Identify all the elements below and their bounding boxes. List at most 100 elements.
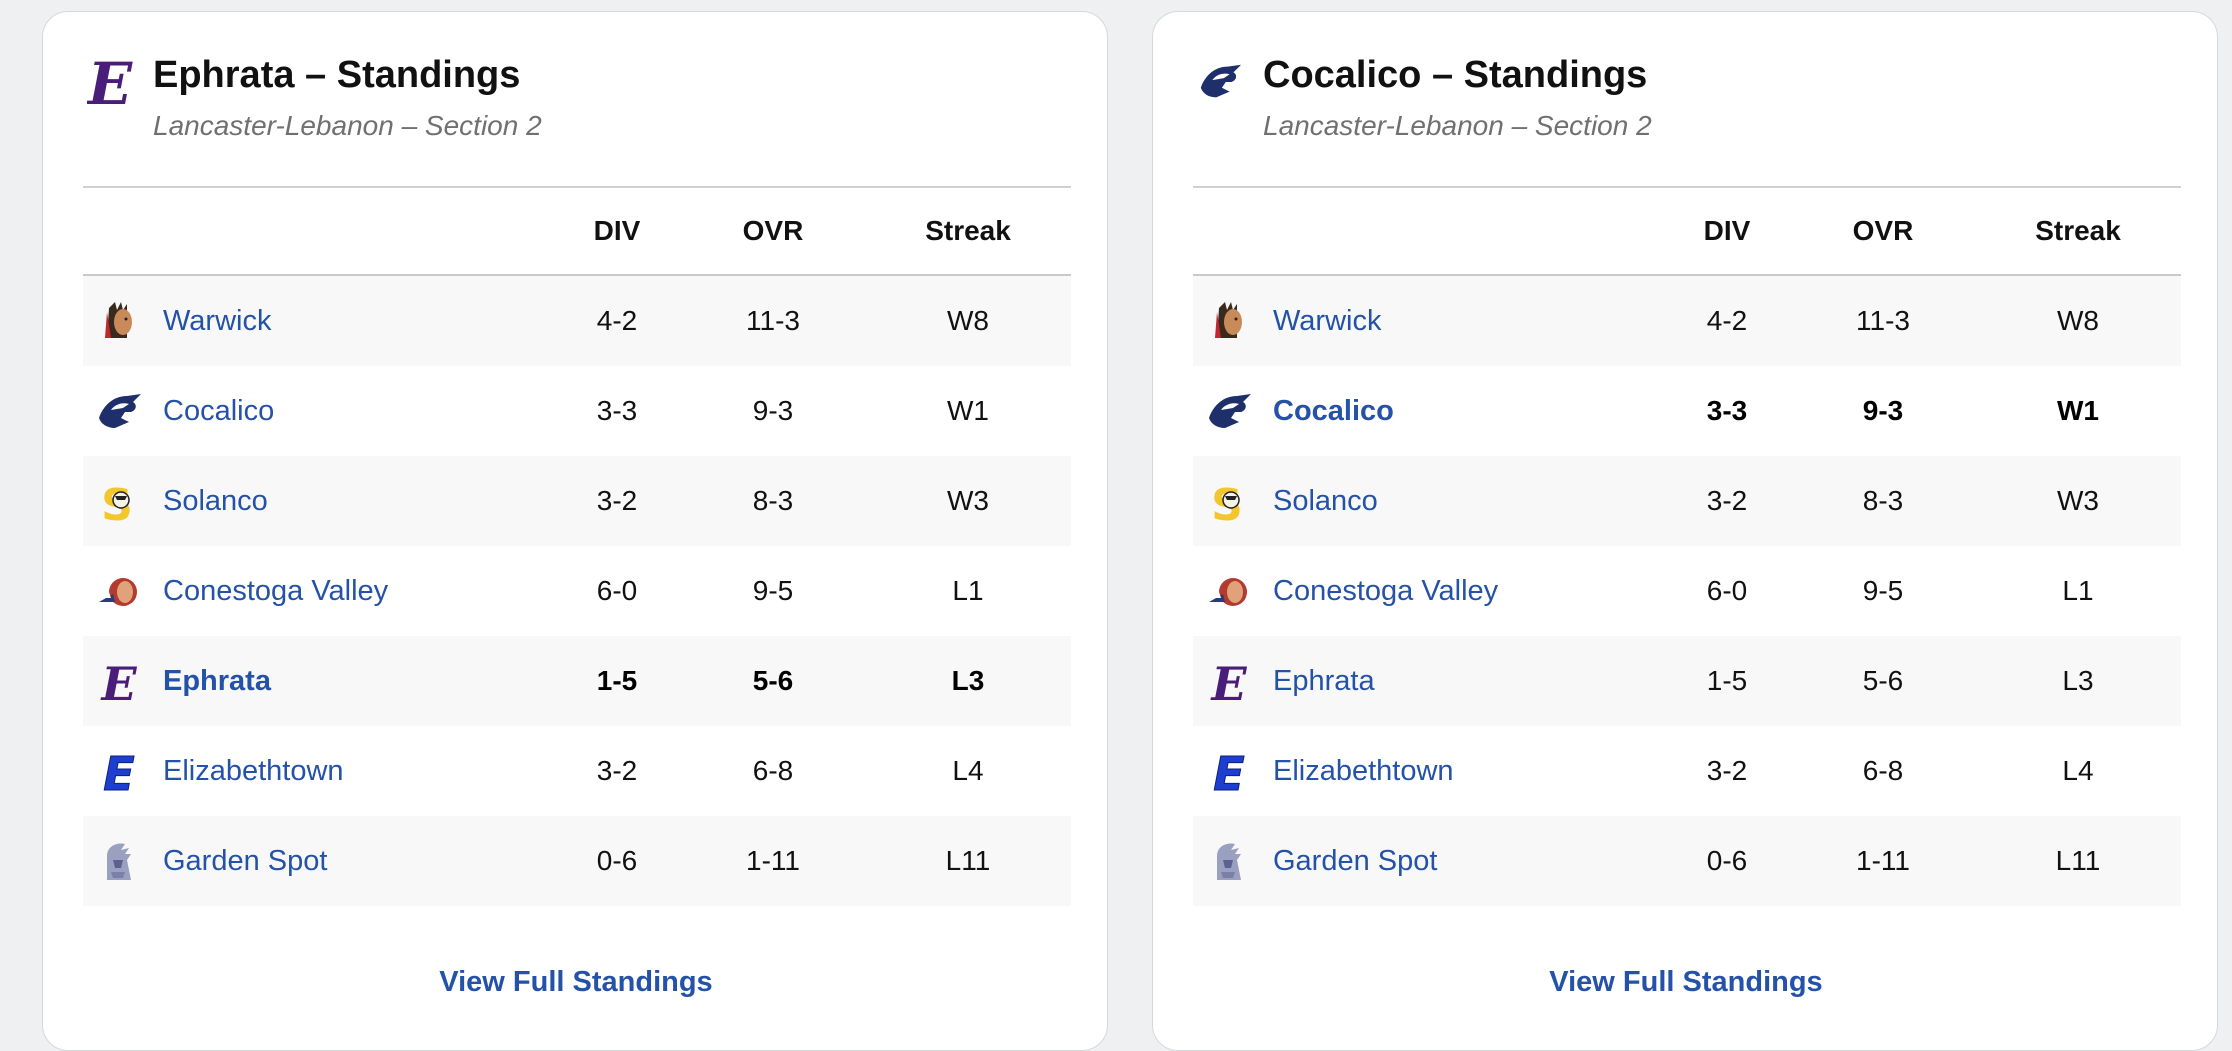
standings-table: DIV OVR Streak Warwick 4-2 11-3 W8 Cocalico 3… [83,186,1071,906]
ovr-record: 9-5 [752,575,794,606]
svg-text:E: E [1209,658,1247,706]
div-record: 0-6 [1706,845,1748,876]
team-link[interactable]: Warwick [163,305,272,337]
table-header: DIV OVR Streak [83,188,1071,276]
ovr-record: 9-5 [1862,575,1904,606]
ovr-record: 5-6 [752,665,794,696]
div-record: 6-0 [1706,575,1748,606]
team-link[interactable]: Elizabethtown [163,755,344,787]
team-link[interactable]: Garden Spot [163,845,328,877]
div-record: 3-2 [596,755,638,786]
team-link[interactable]: Cocalico [1273,395,1394,427]
col-div-header: DIV [1703,215,1751,246]
view-full-standings-link[interactable]: View Full Standings [439,966,713,998]
team-link[interactable]: Conestoga Valley [1273,575,1499,607]
streak: W8 [947,305,989,336]
team-link[interactable]: Garden Spot [1273,845,1438,877]
div-record: 1-5 [596,665,638,696]
warwick-logo-icon [1205,298,1253,346]
div-record: 3-3 [1706,395,1748,426]
team-link[interactable]: Solanco [1273,485,1378,517]
team-link[interactable]: Cocalico [163,395,275,427]
streak: L4 [2062,755,2094,786]
view-full-standings-link[interactable]: View Full Standings [1549,966,1823,998]
div-record: 3-3 [596,395,638,426]
svg-text:E: E [87,52,133,112]
streak: L3 [951,665,985,696]
ovr-record: 5-6 [1862,665,1904,696]
div-record: 4-2 [596,305,638,336]
standings-card-cocalico: Cocalico – Standings Lancaster-Lebanon –… [1152,11,2218,1051]
ovr-record: 9-3 [1862,395,1904,426]
div-record: 3-2 [1706,755,1748,786]
standings-table: DIV OVR Streak Warwick 4-2 11-3 W8 Cocalico 3… [1193,186,2181,906]
ovr-record: 6-8 [752,755,794,786]
div-record: 3-2 [596,485,638,516]
col-ovr-header: OVR [1852,215,1914,246]
card-title: Ephrata – Standings [153,54,521,96]
ovr-record: 6-8 [1862,755,1904,786]
table-row: E Elizabethtown 3-2 6-8 L4 [1193,726,2181,816]
team-link[interactable]: Conestoga Valley [163,575,389,607]
streak: W3 [947,485,989,516]
table-row: Cocalico 3-3 9-3 W1 [83,366,1071,456]
solanco-logo-icon: S [95,478,143,531]
col-ovr-header: OVR [742,215,804,246]
elizabethtown-logo-icon: E [95,747,143,802]
cocalico-logo-icon [1205,388,1253,436]
team-link[interactable]: Ephrata [163,665,271,697]
ephrata-logo-icon: E [1205,657,1253,711]
ovr-record: 11-3 [746,305,800,336]
garden-spot-logo-icon [1205,838,1253,886]
garden-spot-logo-icon [95,838,143,886]
table-row: Cocalico 3-3 9-3 W1 [1193,366,2181,456]
div-record: 3-2 [1706,485,1748,516]
streak: L4 [952,755,984,786]
div-record: 6-0 [596,575,638,606]
div-record: 4-2 [1706,305,1748,336]
streak: L11 [945,845,991,876]
solanco-logo-icon: S [1205,478,1253,531]
ovr-record: 8-3 [1862,485,1904,516]
ephrata-logo-icon: E [95,657,143,711]
table-row: Garden Spot 0-6 1-11 L11 [83,816,1071,906]
elizabethtown-logo-icon: E [1205,747,1253,802]
team-link[interactable]: Warwick [1273,305,1382,337]
col-streak-header: Streak [2035,215,2121,246]
card-subtitle: Lancaster-Lebanon – Section 2 [153,110,542,141]
div-record: 0-6 [596,845,638,876]
div-record: 1-5 [1706,665,1748,696]
col-div-header: DIV [593,215,641,246]
ovr-record: 1-11 [1856,845,1910,876]
table-row: S Solanco 3-2 8-3 W3 [1193,456,2181,546]
conestoga-valley-logo-icon [95,568,143,616]
streak: L1 [2062,575,2094,606]
table-row: Conestoga Valley 6-0 9-5 L1 [83,546,1071,636]
streak: W8 [2057,305,2099,336]
ephrata-logo-icon: E [87,52,133,112]
streak: W1 [2057,395,2099,426]
team-link[interactable]: Ephrata [1273,665,1375,697]
ovr-record: 8-3 [752,485,794,516]
streak: W1 [947,395,989,426]
conestoga-valley-logo-icon [1205,568,1253,616]
table-row: Warwick 4-2 11-3 W8 [1193,276,2181,366]
ovr-record: 1-11 [746,845,800,876]
team-link[interactable]: Solanco [163,485,268,517]
table-row: Conestoga Valley 6-0 9-5 L1 [1193,546,2181,636]
table-row: E Elizabethtown 3-2 6-8 L4 [83,726,1071,816]
ovr-record: 9-3 [752,395,794,426]
table-row: Garden Spot 0-6 1-11 L11 [1193,816,2181,906]
card-title: Cocalico – Standings [1263,54,1648,96]
svg-text:E: E [103,748,134,796]
table-row: Warwick 4-2 11-3 W8 [83,276,1071,366]
standings-card-ephrata: E Ephrata – Standings Lancaster-Lebanon … [42,11,1108,1051]
table-row: S Solanco 3-2 8-3 W3 [83,456,1071,546]
streak: L1 [952,575,984,606]
streak: W3 [2057,485,2099,516]
card-subtitle: Lancaster-Lebanon – Section 2 [1263,110,1652,141]
ovr-record: 11-3 [1856,305,1910,336]
col-streak-header: Streak [925,215,1011,246]
table-row: E Ephrata 1-5 5-6 L3 [83,636,1071,726]
team-link[interactable]: Elizabethtown [1273,755,1454,787]
